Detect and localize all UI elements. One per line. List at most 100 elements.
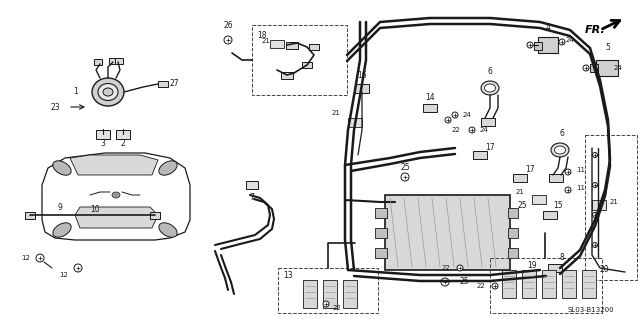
Bar xyxy=(375,208,387,218)
Bar xyxy=(522,270,536,298)
Bar xyxy=(582,270,596,298)
Ellipse shape xyxy=(527,42,533,48)
Text: 16: 16 xyxy=(357,71,367,80)
Text: 2: 2 xyxy=(120,139,125,149)
Bar xyxy=(96,130,110,138)
Bar xyxy=(150,211,160,219)
Text: 11: 11 xyxy=(576,185,585,191)
Text: 15: 15 xyxy=(553,201,563,210)
Bar xyxy=(508,248,518,258)
Text: 8: 8 xyxy=(559,254,564,263)
Ellipse shape xyxy=(53,223,71,237)
Bar xyxy=(348,118,362,127)
Ellipse shape xyxy=(445,117,451,123)
Bar xyxy=(303,280,317,308)
Bar xyxy=(508,208,518,218)
Bar xyxy=(596,60,618,76)
Bar xyxy=(302,62,312,68)
Text: 5: 5 xyxy=(605,43,611,53)
Bar xyxy=(423,104,437,112)
Bar xyxy=(278,268,378,313)
Text: 25: 25 xyxy=(518,201,527,210)
Text: 11: 11 xyxy=(576,167,585,173)
Ellipse shape xyxy=(36,254,44,262)
Text: 6: 6 xyxy=(488,68,492,77)
Polygon shape xyxy=(70,155,158,175)
Bar xyxy=(109,58,117,64)
Ellipse shape xyxy=(92,78,124,106)
Text: 25: 25 xyxy=(400,162,410,172)
Ellipse shape xyxy=(323,301,329,307)
Text: 23: 23 xyxy=(51,102,60,112)
Bar xyxy=(532,195,546,204)
Bar xyxy=(116,130,130,138)
Ellipse shape xyxy=(159,223,177,237)
Text: 27: 27 xyxy=(170,79,180,88)
Text: 10: 10 xyxy=(90,205,100,214)
Bar xyxy=(94,59,102,65)
Ellipse shape xyxy=(159,161,177,175)
Ellipse shape xyxy=(481,81,499,95)
Ellipse shape xyxy=(565,169,571,175)
Ellipse shape xyxy=(457,265,463,271)
Text: 24: 24 xyxy=(614,65,623,71)
Ellipse shape xyxy=(469,127,475,133)
Bar xyxy=(375,248,387,258)
Ellipse shape xyxy=(484,84,495,92)
Bar xyxy=(270,40,284,48)
Text: 4: 4 xyxy=(545,23,550,32)
Bar xyxy=(508,228,518,238)
Text: 7: 7 xyxy=(250,194,255,203)
Ellipse shape xyxy=(224,36,232,44)
Text: SL03-B13200: SL03-B13200 xyxy=(568,307,614,313)
Bar xyxy=(549,174,563,182)
Text: 20: 20 xyxy=(600,265,610,275)
Ellipse shape xyxy=(551,143,569,157)
Ellipse shape xyxy=(565,187,571,193)
Bar xyxy=(481,118,495,126)
Ellipse shape xyxy=(559,39,565,45)
Bar xyxy=(502,270,516,298)
Ellipse shape xyxy=(98,84,118,100)
Text: 12: 12 xyxy=(21,255,30,261)
Bar xyxy=(543,211,557,219)
Bar xyxy=(534,42,542,50)
Bar xyxy=(309,44,319,50)
Polygon shape xyxy=(75,207,158,228)
Text: 24: 24 xyxy=(566,37,575,43)
Text: 22: 22 xyxy=(452,127,461,133)
Bar xyxy=(513,174,527,182)
Text: 21: 21 xyxy=(610,199,619,205)
Bar xyxy=(562,270,576,298)
Bar xyxy=(548,264,562,272)
Bar xyxy=(590,64,598,72)
Bar xyxy=(343,280,357,308)
Ellipse shape xyxy=(112,192,120,198)
Text: 21: 21 xyxy=(515,189,524,195)
Polygon shape xyxy=(42,153,190,240)
Text: 22: 22 xyxy=(476,283,485,289)
Text: 13: 13 xyxy=(283,271,292,280)
Bar xyxy=(115,58,123,64)
Text: 24: 24 xyxy=(463,112,472,118)
Text: 18: 18 xyxy=(257,31,266,40)
Bar xyxy=(473,151,487,159)
Bar xyxy=(375,228,387,238)
Ellipse shape xyxy=(74,264,82,272)
Text: 12: 12 xyxy=(59,272,68,278)
Ellipse shape xyxy=(593,242,598,248)
Bar xyxy=(490,258,602,313)
Bar xyxy=(323,280,337,308)
Ellipse shape xyxy=(53,161,71,175)
Ellipse shape xyxy=(103,88,113,96)
Text: 26: 26 xyxy=(223,20,233,29)
Text: 19: 19 xyxy=(527,262,537,271)
Text: 17: 17 xyxy=(525,166,535,174)
Text: 22: 22 xyxy=(333,305,342,311)
Text: 6: 6 xyxy=(559,130,564,138)
Text: 25: 25 xyxy=(460,278,470,286)
Text: 21: 21 xyxy=(262,38,271,44)
Bar xyxy=(355,84,369,93)
Ellipse shape xyxy=(401,173,409,181)
Ellipse shape xyxy=(593,182,598,188)
